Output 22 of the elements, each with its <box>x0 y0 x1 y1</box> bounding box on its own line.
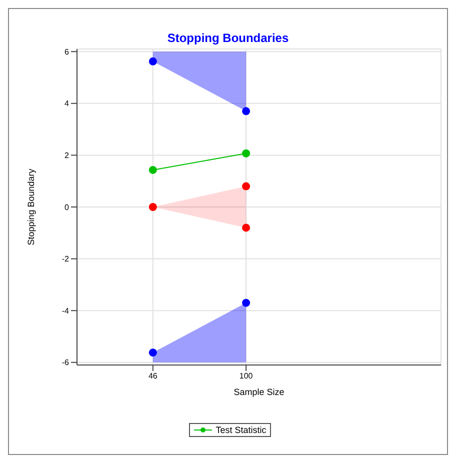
point <box>242 149 250 158</box>
y-tick-label: -4 <box>62 306 70 316</box>
legend-label: Test Statistic <box>216 425 266 435</box>
y-tick-label: 2 <box>64 151 70 160</box>
x-tick-label: 46 <box>148 372 158 381</box>
x-tick-label: 100 <box>239 372 254 381</box>
point <box>148 203 157 211</box>
point <box>242 298 250 307</box>
y-axis-title: Stopping Boundary <box>26 168 36 246</box>
point <box>242 182 250 190</box>
point <box>242 224 250 232</box>
x-axis-title: Sample Size <box>234 387 284 397</box>
chart-title: Stopping Boundaries <box>166 31 290 47</box>
y-tick-label: -2 <box>62 254 70 264</box>
y-tick-label: -6 <box>62 358 70 368</box>
point <box>242 107 250 116</box>
y-tick-label: 0 <box>64 202 70 212</box>
y-tick-label: 6 <box>64 47 70 56</box>
point <box>148 57 157 66</box>
point <box>148 166 157 174</box>
y-tick-label: 4 <box>64 99 70 108</box>
point <box>148 348 157 357</box>
